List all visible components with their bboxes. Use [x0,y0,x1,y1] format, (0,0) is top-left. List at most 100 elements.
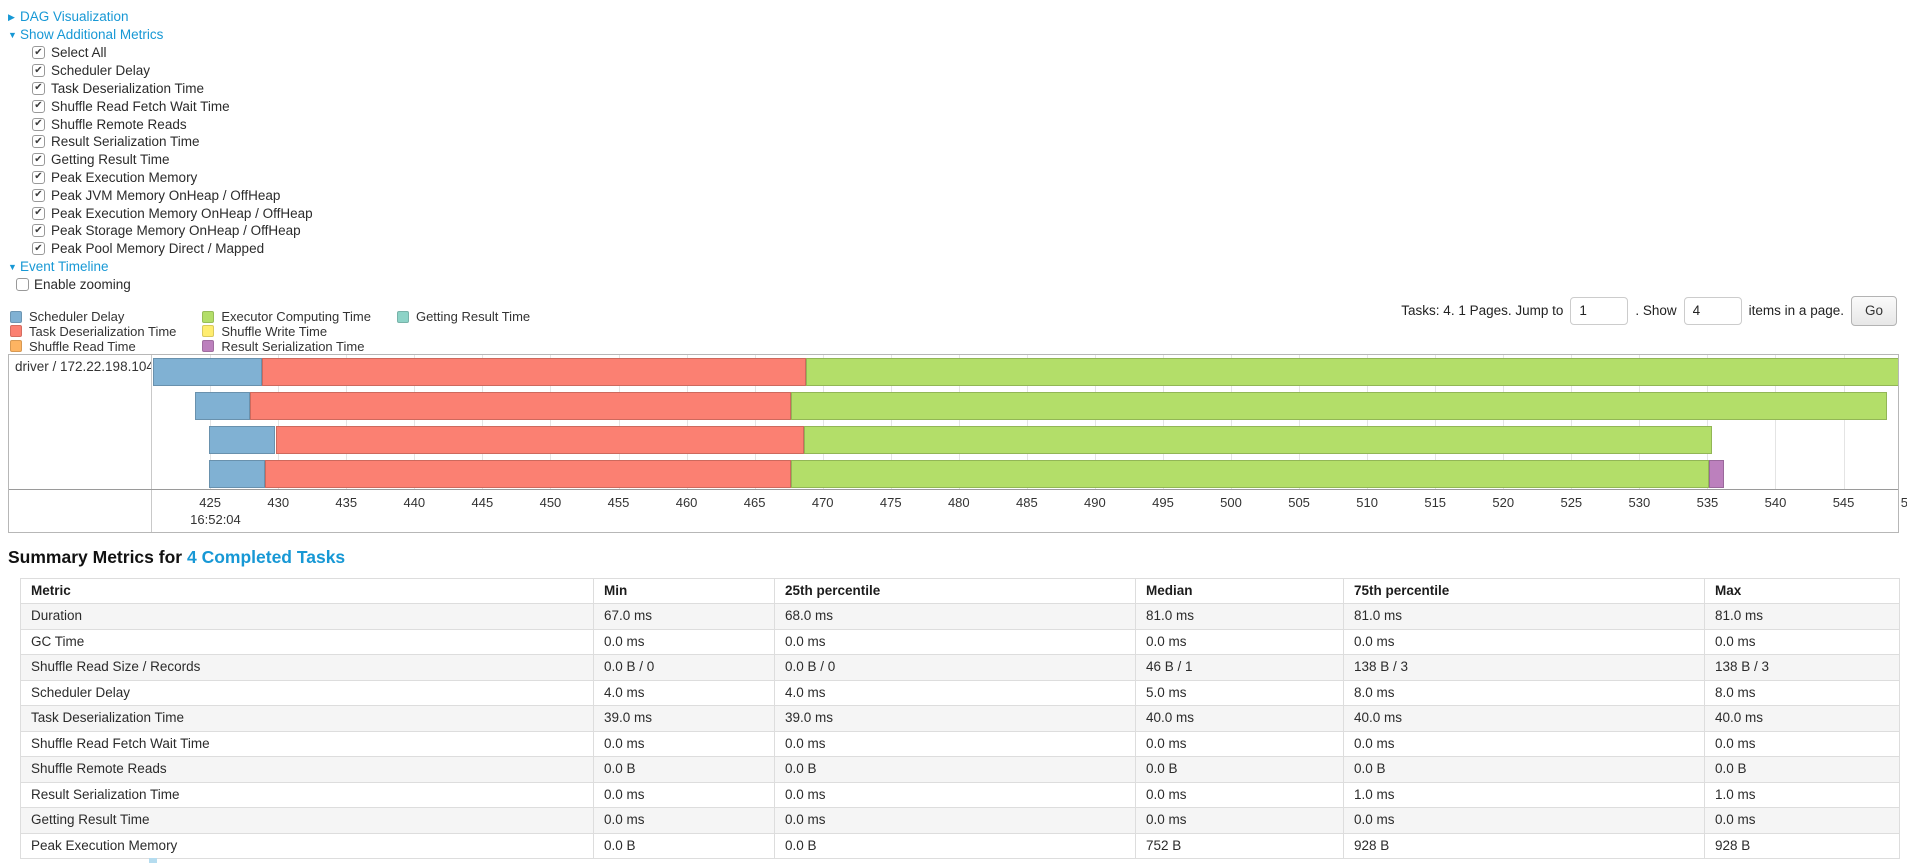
table-row-shuffle-remote-reads: Shuffle Remote Reads 0.0 B 0.0 B 0.0 B 0.0 B… [20,756,1900,783]
axis-tick-label: 440 [403,494,426,510]
task-bar-segment-task-deserialization-time[interactable] [264,459,792,488]
metric-checkbox-shuffle-read-fetch-wait-time[interactable]: ✔ Shuffle Read Fetch Wait Time [32,97,1907,115]
task-bar-segment-executor-computing-time[interactable] [806,357,1898,386]
task-bar-segment-executor-computing-time[interactable] [791,459,1709,488]
event-timeline-toggle[interactable]: ▼ Event Timeline [8,258,1907,276]
task-bar-segment-result-serialization-time[interactable] [1708,459,1724,488]
metric-checkbox-scheduler-delay[interactable]: ✔ Scheduler Delay [32,62,1907,80]
items-per-page-input[interactable] [1683,296,1742,325]
legend-item-label: Task Deserialization Time [29,323,177,339]
axis-tick-label: 545 [1832,494,1855,510]
checkbox-checked-icon[interactable]: ✔ [32,99,45,113]
metric-value-cell: 0.0 ms [1135,628,1344,656]
table-row-result-serialization-time: Result Serialization Time 0.0 ms 0.0 ms 0.0… [20,781,1900,809]
metric-value-cell: 68.0 ms [774,603,1136,630]
checkbox-checked-icon[interactable]: ✔ [32,153,45,167]
task-bar-segment-scheduler-delay[interactable] [153,357,262,386]
checkbox-checked-icon[interactable]: ✔ [32,64,45,78]
completed-tasks-link[interactable]: 4 Completed Tasks [186,546,346,567]
metric-checkbox-shuffle-remote-reads[interactable]: ✔ Shuffle Remote Reads [32,115,1907,133]
dag-visualization-toggle[interactable]: ▶ DAG Visualization [8,8,1907,26]
table-header-row: Metric Min 25th percentile Median 75th perce… [20,577,1900,605]
axis-tick-label: 445 [471,494,494,510]
column-header-min: Min [593,577,775,605]
gridline [618,354,620,490]
metric-checkbox-task-deserialization-time[interactable]: ✔ Task Deserialization Time [32,80,1907,98]
metric-checkbox-select-all[interactable]: ✔ Select All [32,44,1907,62]
table-body: Duration 67.0 ms 68.0 ms 81.0 ms 81.0 ms 81.0… [20,603,1900,860]
task-bar-segment-scheduler-delay[interactable] [195,391,250,420]
gridline [686,354,688,490]
checkbox-checked-icon[interactable]: ✔ [32,81,45,95]
metric-value-cell: 0.0 B / 0 [593,654,775,681]
gridline [1707,354,1709,490]
task-bar-segment-task-deserialization-time[interactable] [275,425,804,454]
go-button[interactable]: Go [1850,295,1897,326]
task-bar-segment-executor-computing-time[interactable] [803,425,1712,454]
metric-value-cell: 0.0 ms [1135,730,1344,758]
metric-value-cell: 46 B / 1 [1135,654,1344,681]
axis-tick-label: 465 [743,494,766,510]
metric-checkbox-label: Result Serialization Time [51,134,200,150]
checkbox-checked-icon[interactable]: ✔ [32,46,45,60]
metric-name-cell: Duration [20,603,594,630]
metric-checkbox-label: Task Deserialization Time [51,80,205,96]
metric-name-cell: Peak Execution Memory [20,832,594,860]
checkbox-checked-icon[interactable]: ✔ [32,206,45,220]
axis-tick-label: 510 [1356,494,1378,510]
show-additional-metrics-label[interactable]: Show Additional Metrics [20,27,164,42]
axis-tick-label: 425 [199,494,222,510]
gridline [890,354,892,490]
metric-checkbox-list: ✔ Select All ✔ Scheduler Delay ✔ Task Deseria… [32,44,1907,258]
legend-item-getting-result-time: Getting Result Time [396,309,530,324]
gridline [822,354,824,490]
metric-value-cell: 40.0 ms [1343,705,1705,732]
task-bar-segment-executor-computing-time[interactable] [791,391,1888,420]
column-header-75th-percentile: 75th percentile [1343,577,1705,605]
metric-checkbox-peak-pool-memory-direct-mapped[interactable]: ✔ Peak Pool Memory Direct / Mapped [32,240,1907,258]
summary-metrics-title-text: Summary Metrics for [8,546,183,567]
gridline [1639,354,1641,490]
checkbox-checked-icon[interactable]: ✔ [32,188,45,202]
enable-zooming-checkbox-row[interactable]: Enable zooming [8,276,1907,294]
legend-and-pagination-row: Scheduler Delay Task Deserialization Time… [10,295,1907,354]
event-timeline-chart[interactable]: driver / 172.22.198.104 425 430 435 440 445 4… [8,353,1907,533]
metric-value-cell: 1.0 ms [1343,781,1705,809]
metric-checkbox-peak-execution-memory[interactable]: ✔ Peak Execution Memory [32,169,1907,187]
enable-zooming-label: Enable zooming [34,277,131,293]
show-label: . Show [1635,303,1677,319]
task-bar-segment-task-deserialization-time[interactable] [261,357,807,386]
checkbox-checked-icon[interactable]: ✔ [32,117,45,131]
column-header-median: Median [1135,577,1344,605]
checkbox-checked-icon[interactable]: ✔ [32,242,45,256]
chevron-down-icon: ▼ [8,30,17,40]
show-additional-metrics-toggle[interactable]: ▼ Show Additional Metrics [8,26,1907,44]
jump-to-page-input[interactable] [1570,296,1629,325]
dag-visualization-label[interactable]: DAG Visualization [20,9,129,24]
checkbox-checked-icon[interactable]: ✔ [32,170,45,184]
metric-name-cell: Shuffle Remote Reads [20,756,594,783]
checkbox-checked-icon[interactable]: ✔ [32,135,45,149]
legend-item-label: Result Serialization Time [221,338,365,354]
task-bar-segment-task-deserialization-time[interactable] [249,391,792,420]
task-bar-segment-scheduler-delay[interactable] [208,459,265,488]
metric-checkbox-peak-storage-memory-onheap-offheap[interactable]: ✔ Peak Storage Memory OnHeap / OffHeap [32,222,1907,240]
metric-checkbox-result-serialization-time[interactable]: ✔ Result Serialization Time [32,133,1907,151]
metric-value-cell: 0.0 B [1343,756,1705,783]
axis-tick-label: 435 [335,494,358,510]
timeline-plot-area[interactable] [153,354,1898,490]
legend-swatch-icon [10,340,22,353]
checkbox-unchecked-icon[interactable] [16,278,29,292]
executor-group-label: driver / 172.22.198.104 [9,354,152,532]
event-timeline-label[interactable]: Event Timeline [20,258,109,274]
checkbox-checked-icon[interactable]: ✔ [32,224,45,238]
metric-checkbox-peak-execution-memory-onheap-offheap[interactable]: ✔ Peak Execution Memory OnHeap / OffHeap [32,204,1907,222]
clipped-element-below-fold [149,858,157,863]
metric-checkbox-peak-jvm-memory-onheap-offheap[interactable]: ✔ Peak JVM Memory OnHeap / OffHeap [32,186,1907,204]
axis-tick-label: 515 [1424,494,1447,510]
legend-swatch-icon [10,325,22,338]
metric-checkbox-getting-result-time[interactable]: ✔ Getting Result Time [32,151,1907,169]
task-bar-segment-scheduler-delay[interactable] [208,425,276,454]
metric-value-cell: 138 B / 3 [1704,654,1900,681]
metric-value-cell: 39.0 ms [774,705,1136,732]
